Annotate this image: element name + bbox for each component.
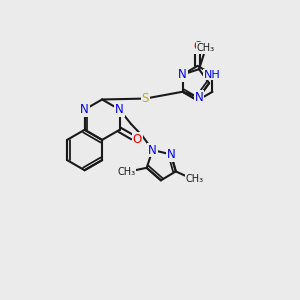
Text: NH: NH (204, 70, 221, 80)
Text: O: O (193, 40, 202, 53)
Text: N: N (115, 103, 124, 116)
Text: CH₃: CH₃ (117, 167, 135, 177)
Text: N: N (195, 91, 203, 103)
Text: N: N (178, 68, 187, 81)
Text: CH₃: CH₃ (186, 174, 204, 184)
Text: O: O (133, 134, 142, 146)
Text: N: N (167, 148, 176, 161)
Text: N: N (80, 103, 89, 116)
Text: S: S (142, 92, 149, 105)
Text: N: N (148, 143, 157, 157)
Text: CH₃: CH₃ (197, 43, 215, 53)
